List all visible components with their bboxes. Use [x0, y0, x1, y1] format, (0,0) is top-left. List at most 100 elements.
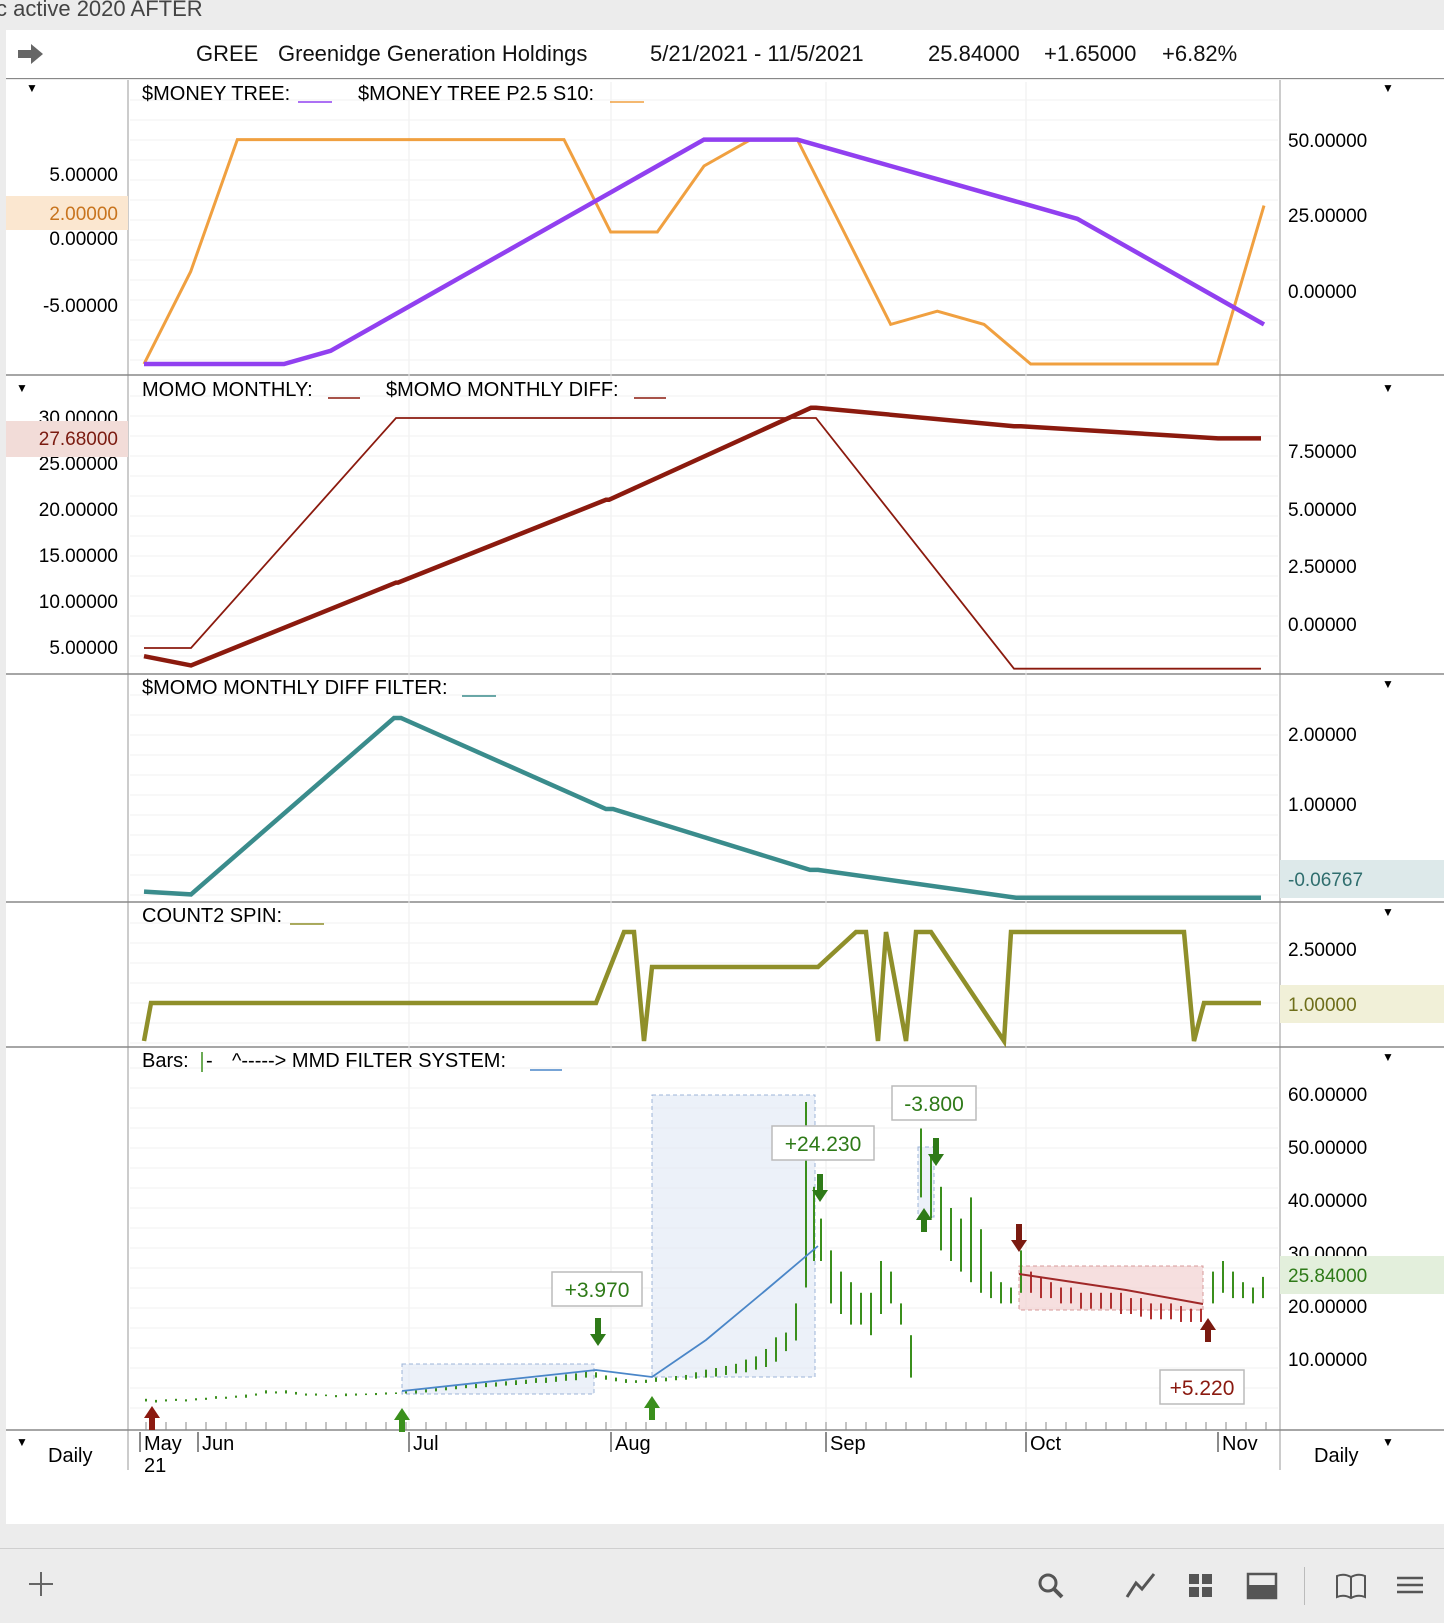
pane-menu-icon[interactable]: ▼	[1382, 905, 1394, 919]
momo-value: 27.68000	[39, 429, 118, 450]
chart-svg[interactable]: ▼ ▼ $MONEY TREE: $MONEY TREE P2.5 S10: 5…	[6, 80, 1444, 1524]
draw-line-icon[interactable]	[1124, 1571, 1158, 1601]
last-price: 25.84000	[928, 41, 1020, 66]
x-tick-label: Sep	[830, 1433, 866, 1455]
y-tick-label: 7.50000	[1288, 442, 1357, 463]
count2-value: 1.00000	[1288, 995, 1357, 1016]
system-label: ^-----> MMD FILTER SYSTEM:	[232, 1050, 506, 1072]
price-bars	[145, 1102, 1264, 1403]
axis-menu-icon[interactable]: ▼	[1382, 1435, 1394, 1449]
y-tick-label: 40.00000	[1288, 1191, 1367, 1212]
trade-markers: +3.970 +24.230 -3.800 +5.220	[144, 1085, 1245, 1432]
trade-result-label: +5.220	[1170, 1377, 1235, 1400]
momo-pane: ▼ ▼ MOMO MONTHLY: $MOMO MONTHLY DIFF: 30…	[6, 379, 1394, 670]
period-left[interactable]: Daily	[48, 1445, 92, 1467]
y-tick-label: 0.00000	[1288, 615, 1357, 636]
pane-menu-icon[interactable]: ▼	[1382, 381, 1394, 395]
company-name: Greenidge Generation Holdings	[278, 41, 588, 66]
toolbar-divider	[1304, 1567, 1305, 1605]
trade-label-box	[551, 1271, 643, 1307]
pane-menu-icon[interactable]: ▼	[1382, 1050, 1394, 1064]
money-tree-label: $MONEY TREE:	[142, 83, 290, 105]
short-system-line	[1018, 1273, 1204, 1305]
y-tick-label: 50.00000	[1288, 1138, 1367, 1159]
chart-gridlines	[130, 82, 1278, 1428]
trade-result-label: +24.230	[785, 1133, 862, 1156]
price-change-pct: +6.82%	[1162, 41, 1238, 66]
filter-line	[143, 715, 1261, 900]
pane-menu-icon[interactable]: ▼	[1382, 677, 1394, 691]
price-pane: ▼ Bars: - ^-----> MMD FILTER SYSTEM: 60.…	[142, 1050, 1444, 1432]
momo-diff-line	[144, 417, 1261, 670]
y-tick-label: 5.00000	[49, 638, 118, 659]
price-change: +1.65000	[1044, 41, 1137, 66]
y-tick-label: 1.00000	[1288, 795, 1357, 816]
chart-header: GREE Greenidge Generation Holdings 5/21/…	[6, 30, 1444, 79]
price-value-badge	[1280, 1256, 1444, 1294]
money-tree-line	[144, 137, 1266, 367]
count2-value-badge	[1280, 985, 1444, 1023]
pane-menu-icon[interactable]: ▼	[1382, 81, 1394, 95]
plus-icon[interactable]	[26, 1569, 56, 1599]
money-tree-value-badge	[6, 196, 128, 230]
menu-icon[interactable]	[1394, 1573, 1426, 1599]
trade-label-box	[891, 1085, 977, 1121]
x-tick-label: May	[144, 1433, 182, 1455]
momo-value-badge	[6, 421, 128, 457]
money-tree-p25-line	[142, 138, 1266, 366]
date-range: 5/21/2021 - 11/5/2021	[650, 41, 864, 66]
trade-result-label: +3.970	[565, 1279, 630, 1302]
y-tick-label: 25.00000	[39, 454, 118, 475]
pane-menu-icon[interactable]: ▼	[16, 381, 28, 395]
y-tick-label: -5.00000	[43, 296, 118, 317]
pane-menu-icon[interactable]: ▼	[26, 81, 38, 95]
y-tick-label: 0.00000	[1288, 282, 1357, 303]
bars-legend-dash: -	[206, 1050, 213, 1072]
x-tick-label: Oct	[1030, 1433, 1062, 1455]
sell-arrow-icon	[928, 1138, 944, 1166]
filter-value-badge	[1280, 860, 1444, 898]
window-title: c active 2020 AFTER	[0, 0, 203, 21]
count2-label: COUNT2 SPIN:	[142, 905, 282, 927]
sell-arrow-icon	[1011, 1224, 1027, 1252]
y-tick-label: 2.50000	[1288, 940, 1357, 961]
filter-value: -0.06767	[1288, 870, 1363, 891]
y-tick-label: 60.00000	[1288, 1085, 1367, 1106]
money-tree-pane: ▼ ▼ $MONEY TREE: $MONEY TREE P2.5 S10: 5…	[6, 81, 1394, 367]
y-tick-label: 2.00000	[1288, 725, 1357, 746]
count2-line	[141, 929, 1261, 1048]
x-tick-label: Nov	[1222, 1433, 1258, 1455]
y-tick-label: 2.50000	[1288, 557, 1357, 578]
arrow-right-icon[interactable]	[16, 42, 46, 66]
y-tick-label: 15.00000	[39, 546, 118, 567]
momo-monthly-label: MOMO MONTHLY:	[142, 379, 313, 401]
x-tick-label: Aug	[615, 1433, 651, 1455]
sell-arrow-icon	[812, 1174, 828, 1202]
x-tick-label: Jun	[202, 1433, 234, 1455]
price-value: 25.84000	[1288, 1266, 1367, 1287]
y-tick-label: 25.00000	[1288, 206, 1367, 227]
filter-label: $MOMO MONTHLY DIFF FILTER:	[142, 677, 448, 699]
bars-label: Bars:	[142, 1050, 189, 1072]
grid-icon[interactable]	[1186, 1571, 1216, 1601]
symbol: GREE	[196, 41, 259, 66]
book-icon[interactable]	[1334, 1571, 1368, 1601]
chart-area[interactable]: ▼ ▼ $MONEY TREE: $MONEY TREE P2.5 S10: 5…	[6, 80, 1444, 1524]
y-tick-label: 5.00000	[49, 165, 118, 186]
period-right[interactable]: Daily	[1314, 1445, 1358, 1467]
axis-menu-icon[interactable]: ▼	[16, 1435, 28, 1449]
x-tick-label: Jul	[413, 1433, 439, 1455]
trade-result-label: -3.800	[904, 1093, 964, 1116]
y-tick-label: 5.00000	[1288, 500, 1357, 521]
y-tick-label: 50.00000	[1288, 131, 1367, 152]
search-icon[interactable]	[1036, 1571, 1066, 1601]
buy-arrow-icon	[144, 1406, 160, 1430]
y-tick-label: 10.00000	[39, 592, 118, 613]
y-tick-label: 20.00000	[39, 500, 118, 521]
trade-label-box	[771, 1125, 875, 1161]
window-title-bar: c active 2020 AFTER	[0, 0, 1444, 28]
sell-arrow-icon	[590, 1318, 606, 1346]
money-tree-p25-label: $MONEY TREE P2.5 S10:	[358, 83, 594, 105]
panel-icon[interactable]	[1246, 1571, 1278, 1601]
count2-pane: ▼ COUNT2 SPIN: 2.50000 1.00000	[141, 905, 1444, 1048]
